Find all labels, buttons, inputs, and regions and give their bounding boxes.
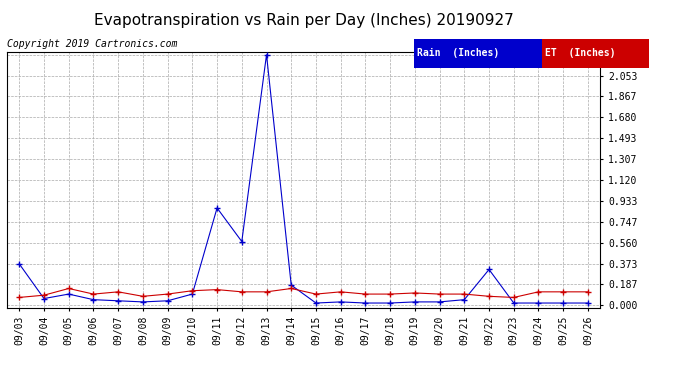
Text: Rain  (Inches): Rain (Inches) <box>417 48 500 58</box>
Text: Copyright 2019 Cartronics.com: Copyright 2019 Cartronics.com <box>7 39 177 50</box>
Text: Evapotranspiration vs Rain per Day (Inches) 20190927: Evapotranspiration vs Rain per Day (Inch… <box>94 13 513 28</box>
Text: ET  (Inches): ET (Inches) <box>545 48 615 58</box>
